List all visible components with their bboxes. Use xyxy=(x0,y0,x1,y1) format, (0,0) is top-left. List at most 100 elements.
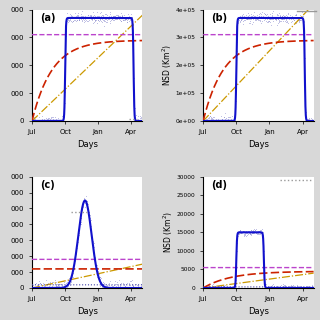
Point xyxy=(248,231,253,236)
Point xyxy=(268,19,273,24)
Point xyxy=(80,204,85,209)
Point xyxy=(299,285,304,291)
Point xyxy=(262,267,267,272)
Point xyxy=(70,13,75,19)
Point xyxy=(239,13,244,18)
Point xyxy=(228,284,233,289)
Point xyxy=(136,285,141,291)
Point xyxy=(128,18,133,23)
Point xyxy=(119,285,124,291)
Point xyxy=(261,14,266,19)
Point xyxy=(212,114,217,119)
Point xyxy=(250,13,255,19)
Point xyxy=(305,285,310,291)
Point xyxy=(56,283,61,288)
Point xyxy=(207,285,212,291)
Point xyxy=(298,13,303,18)
Point xyxy=(119,284,124,290)
Point xyxy=(128,12,133,17)
Point xyxy=(299,18,304,23)
Point xyxy=(305,122,310,127)
Point xyxy=(120,284,125,290)
X-axis label: Days: Days xyxy=(248,140,269,149)
Point xyxy=(256,18,261,23)
Point xyxy=(243,16,248,21)
Point xyxy=(235,25,240,30)
Point xyxy=(233,283,238,288)
Point xyxy=(76,16,81,21)
Point xyxy=(259,230,264,235)
Point xyxy=(52,119,57,124)
Point xyxy=(48,284,53,290)
Point xyxy=(84,200,90,205)
Point xyxy=(225,121,230,126)
Point xyxy=(105,15,110,20)
Point xyxy=(304,285,309,291)
Point xyxy=(229,284,234,289)
Point xyxy=(280,285,285,291)
Point xyxy=(245,229,251,234)
Point xyxy=(109,17,115,22)
Point xyxy=(277,11,282,16)
Point xyxy=(115,16,120,21)
Text: (c): (c) xyxy=(40,180,54,190)
Point xyxy=(86,209,91,214)
Point xyxy=(86,209,91,214)
Point xyxy=(117,282,123,287)
Point xyxy=(205,121,210,126)
Point xyxy=(137,117,142,122)
Point xyxy=(36,281,41,286)
Point xyxy=(254,13,260,18)
Point xyxy=(95,15,100,20)
Point xyxy=(265,16,270,21)
Point xyxy=(137,284,142,290)
Point xyxy=(204,285,209,291)
Point xyxy=(212,123,217,128)
Point xyxy=(107,11,112,16)
Point xyxy=(42,285,47,291)
Point xyxy=(203,117,208,122)
Point xyxy=(77,14,83,20)
Point xyxy=(60,118,65,124)
Point xyxy=(251,227,256,232)
Point xyxy=(113,15,118,20)
Point xyxy=(205,285,211,291)
Point xyxy=(304,118,309,123)
Point xyxy=(114,16,119,21)
Point xyxy=(237,14,242,19)
Point xyxy=(52,119,57,124)
Point xyxy=(34,281,39,286)
Point xyxy=(304,118,309,124)
Y-axis label: NSD (Km$^2$): NSD (Km$^2$) xyxy=(161,44,174,86)
Point xyxy=(296,285,301,290)
Point xyxy=(283,16,288,21)
Point xyxy=(90,17,95,22)
Point xyxy=(89,236,94,242)
Point xyxy=(281,285,286,290)
Point xyxy=(288,15,293,20)
Point xyxy=(286,285,291,291)
Point xyxy=(123,281,128,286)
Point xyxy=(127,18,132,23)
Point xyxy=(31,117,36,122)
Point xyxy=(114,14,119,19)
Point xyxy=(301,285,306,290)
Point xyxy=(74,248,79,253)
Point xyxy=(132,114,138,119)
Point xyxy=(272,285,277,291)
Point xyxy=(59,285,64,290)
Point xyxy=(257,229,262,234)
Point xyxy=(106,15,111,20)
Point xyxy=(261,248,266,253)
Point xyxy=(83,202,88,207)
Point xyxy=(130,284,135,289)
Point xyxy=(113,285,118,291)
Point xyxy=(61,114,67,119)
Point xyxy=(84,194,89,199)
Point xyxy=(73,14,78,19)
Point xyxy=(237,230,243,235)
Point xyxy=(251,14,256,19)
Point xyxy=(71,265,76,270)
Point xyxy=(286,285,291,291)
Point xyxy=(88,218,93,223)
